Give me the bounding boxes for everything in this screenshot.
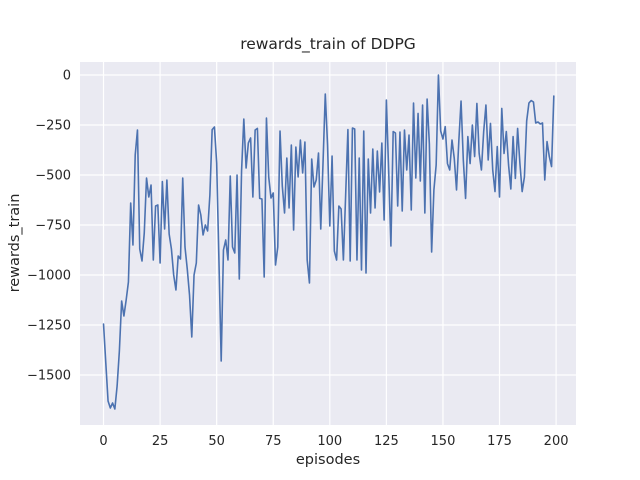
y-tick-label: −750 xyxy=(35,219,71,234)
x-tick-label: 125 xyxy=(374,434,399,449)
y-tick-label: −500 xyxy=(35,169,71,184)
x-tick-label: 0 xyxy=(99,434,107,449)
chart-title: rewards_train of DDPG xyxy=(240,35,416,53)
y-tick-label: −1250 xyxy=(27,319,71,334)
y-tick-label: −1000 xyxy=(27,269,71,284)
x-tick-label: 75 xyxy=(265,434,282,449)
x-axis-label: episodes xyxy=(295,452,361,468)
x-tick-label: 200 xyxy=(544,434,569,449)
line-series xyxy=(102,74,555,410)
x-tick-label: 50 xyxy=(208,434,225,449)
y-tick-label: −250 xyxy=(35,119,71,134)
x-tick-label: 175 xyxy=(487,434,512,449)
x-tick-label: 25 xyxy=(152,434,169,449)
y-tick-label: −1500 xyxy=(27,369,71,384)
axes-background xyxy=(80,62,576,425)
x-tick-label: 150 xyxy=(431,434,456,449)
y-axis-label: rewards_train xyxy=(7,193,23,293)
y-tick-label: 0 xyxy=(63,69,71,84)
x-tick-label: 100 xyxy=(317,434,342,449)
